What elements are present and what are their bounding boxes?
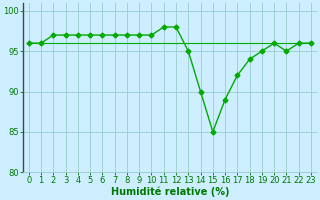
X-axis label: Humidité relative (%): Humidité relative (%) — [111, 187, 229, 197]
